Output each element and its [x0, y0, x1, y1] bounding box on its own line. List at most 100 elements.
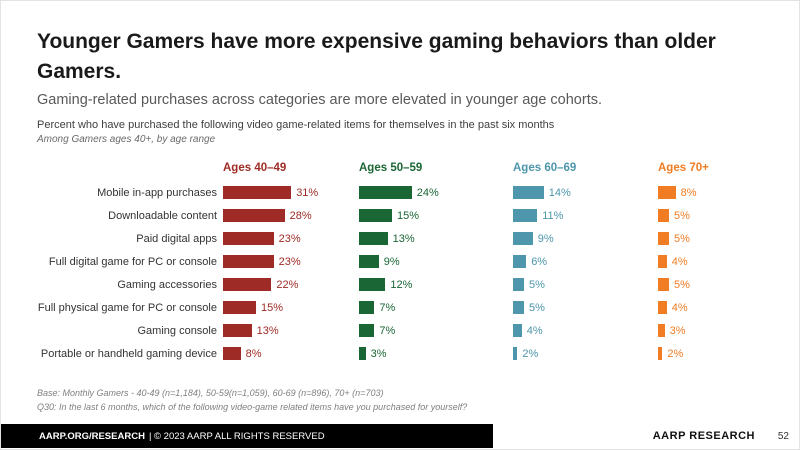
bar-cell: 23% [223, 227, 359, 250]
bar [658, 347, 663, 360]
bar [223, 278, 272, 291]
bar-cell: 12% [359, 273, 513, 296]
chart-header-row: Ages 40–49 Ages 50–59 Ages 60–69 Ages 70+ [37, 158, 788, 178]
bar-cell: 9% [359, 250, 513, 273]
bar [658, 209, 669, 222]
bar-value: 9% [537, 232, 554, 245]
bar-value: 23% [278, 232, 301, 245]
bar [513, 324, 522, 337]
page-title: Younger Gamers have more expensive gamin… [37, 30, 716, 83]
bar-value: 5% [674, 232, 690, 245]
bar-value: 4% [526, 324, 543, 337]
bar-cell: 11% [513, 204, 658, 227]
series-header: Ages 60–69 [513, 162, 577, 174]
category-label: Downloadable content [108, 209, 217, 222]
chart-scope-note: Among Gamers ages 40+, by age range [37, 134, 216, 145]
bar [359, 209, 392, 222]
bar-cell: 15% [359, 204, 513, 227]
bar-cell: 5% [513, 296, 658, 319]
page-number: 52 [777, 430, 789, 442]
grouped-bar-chart: Ages 40–49 Ages 50–59 Ages 60–69 Ages 70+ Mo… [37, 158, 788, 365]
bar-value: 2% [522, 347, 539, 360]
bar-value: 11% [542, 209, 564, 222]
bar-value: 8% [680, 186, 697, 199]
bar-cell: 4% [513, 319, 658, 342]
footer-bar: AARP.ORG/RESEARCH | © 2023 AARP ALL RIGH… [1, 424, 493, 448]
footnotes: Base: Monthly Gamers - 40-49 (n=1,184), … [37, 386, 467, 415]
bar-cell: 7% [359, 296, 513, 319]
bar [359, 324, 375, 337]
bar [658, 232, 669, 245]
chart-row: Gaming console 13% 7% 4% 3% [37, 319, 788, 342]
bar [658, 186, 676, 199]
bar-value: 31% [296, 186, 319, 199]
bar [513, 209, 538, 222]
bar-value: 12% [390, 278, 413, 291]
bar-value: 24% [416, 186, 439, 199]
chart-row: Downloadable content 28% 15% 11% 5% [37, 204, 788, 227]
bar-value: 8% [245, 347, 262, 360]
series-header: Ages 70+ [658, 162, 709, 174]
category-label: Gaming accessories [117, 278, 217, 291]
bar-cell: 13% [359, 227, 513, 250]
bar-value: 13% [256, 324, 279, 337]
bar-value: 5% [529, 278, 545, 291]
bar-cell: 5% [658, 204, 788, 227]
bar [223, 324, 252, 337]
bar-value: 13% [392, 232, 415, 245]
bar-cell: 3% [359, 342, 513, 365]
bar [513, 255, 527, 268]
bar [513, 347, 518, 360]
category-label: Full digital game for PC or console [48, 255, 217, 268]
bar-value: 5% [674, 278, 690, 291]
bar [658, 278, 669, 291]
bar-value: 22% [276, 278, 299, 291]
bar-cell: 5% [658, 273, 788, 296]
chart-row: Mobile in-app purchases 31% 24% 14% 8% [37, 181, 788, 204]
footer-org-text: AARP.ORG/RESEARCH [39, 430, 145, 442]
bar-value: 3% [370, 347, 387, 360]
bar-cell: 3% [658, 319, 788, 342]
bar-cell: 13% [223, 319, 359, 342]
bar [359, 255, 379, 268]
series-header: Ages 50–59 [359, 162, 423, 174]
footer-copyright-text: | © 2023 AARP ALL RIGHTS RESERVED [148, 430, 325, 442]
bar-cell: 22% [223, 273, 359, 296]
bar [658, 324, 665, 337]
bar-cell: 24% [359, 181, 513, 204]
bar-value: 23% [278, 255, 301, 268]
bar-cell: 28% [223, 204, 359, 227]
bar-value: 4% [671, 301, 688, 314]
bar-value: 2% [667, 347, 684, 360]
bar [223, 255, 274, 268]
bar-cell: 8% [223, 342, 359, 365]
bar [223, 232, 274, 245]
chart-row: Portable or handheld gaming device 8% 3% 2%… [37, 342, 788, 365]
category-label: Paid digital apps [136, 232, 217, 245]
bar-value: 3% [669, 324, 686, 337]
bar [223, 301, 256, 314]
chart-row: Full physical game for PC or console 15% 7… [37, 296, 788, 319]
bar [223, 209, 285, 222]
bar [359, 186, 412, 199]
footer-brand: AARP RESEARCH [652, 430, 755, 442]
bar [359, 347, 366, 360]
footnote-base: Base: Monthly Gamers - 40-49 (n=1,184), … [37, 388, 384, 398]
chart-description: Percent who have purchased the following… [37, 119, 555, 131]
bar-cell: 8% [658, 181, 788, 204]
bar-cell: 14% [513, 181, 658, 204]
bar-value: 6% [531, 255, 548, 268]
bar-value: 9% [383, 255, 400, 268]
chart-row: Paid digital apps 23% 13% 9% 5% [37, 227, 788, 250]
bar [359, 278, 386, 291]
bar-cell: 6% [513, 250, 658, 273]
bar-value: 28% [289, 209, 312, 222]
bar-value: 15% [397, 209, 420, 222]
slide-subtitle: Gaming-related purchases across categori… [37, 92, 602, 108]
bar-cell: 4% [658, 250, 788, 273]
bar [513, 186, 544, 199]
bar-cell: 31% [223, 181, 359, 204]
category-label: Full physical game for PC or console [37, 301, 217, 314]
bar-cell: 7% [359, 319, 513, 342]
bar-cell: 5% [658, 227, 788, 250]
